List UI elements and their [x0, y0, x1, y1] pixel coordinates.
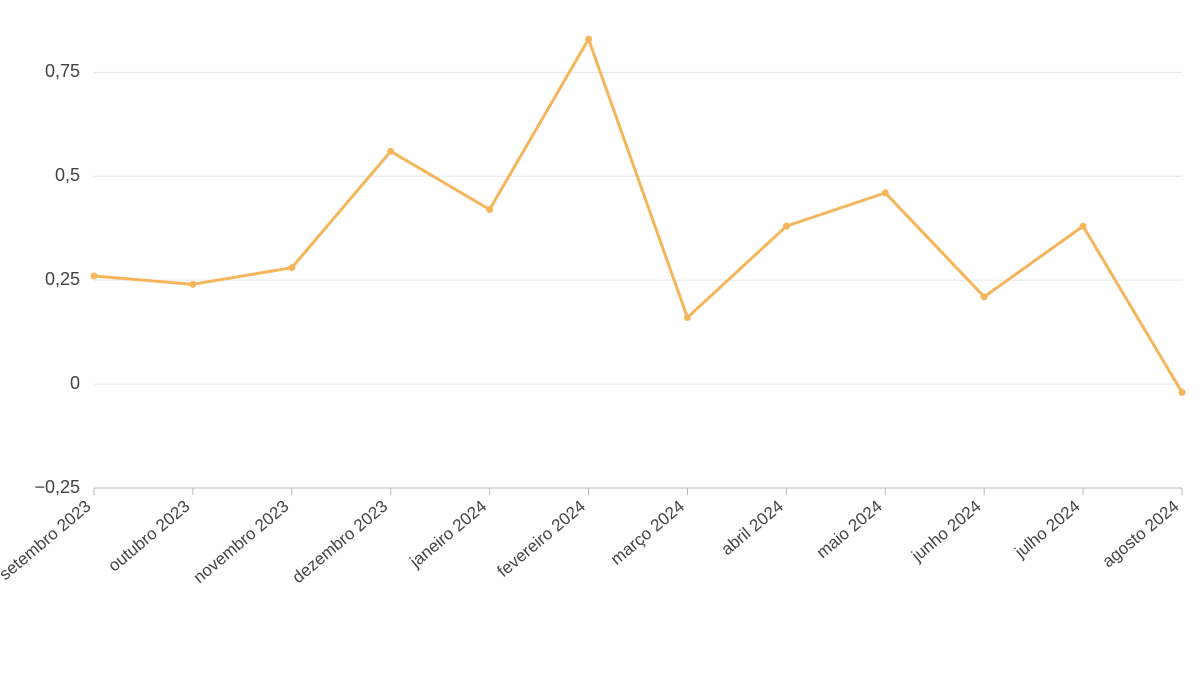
data-point — [882, 189, 889, 196]
data-point — [486, 206, 493, 213]
x-tick-label: fevereiro 2024 — [494, 497, 589, 581]
y-tick-label: 0,75 — [45, 61, 80, 81]
x-tick-label: abril 2024 — [718, 497, 787, 560]
data-point — [387, 148, 394, 155]
x-tick-label: julho 2024 — [1011, 497, 1084, 563]
x-tick-label: dezembro 2023 — [289, 497, 392, 587]
series-line — [94, 39, 1182, 392]
data-point — [684, 314, 691, 321]
data-point — [1080, 223, 1087, 230]
y-tick-label: 0 — [70, 373, 80, 393]
line-chart: −0,25 0 0,25 0,5 0,75 setembro 2023outubro 20… — [0, 0, 1200, 675]
data-point — [783, 223, 790, 230]
data-point — [91, 273, 98, 280]
x-tick-label: maio 2024 — [813, 497, 886, 563]
x-tick-label: agosto 2024 — [1099, 497, 1183, 572]
data-point — [981, 293, 988, 300]
data-point — [288, 264, 295, 271]
x-tick-label: junho 2024 — [907, 497, 984, 566]
y-tick-label: 0,25 — [45, 269, 80, 289]
x-tick-label: março 2024 — [607, 497, 688, 569]
x-tick-label: outubro 2023 — [105, 497, 194, 576]
data-point — [1179, 389, 1186, 396]
x-tick-label: novembro 2023 — [190, 497, 293, 587]
data-point — [189, 281, 196, 288]
x-tick-label: janeiro 2024 — [406, 497, 491, 572]
x-tick-label: setembro 2023 — [0, 497, 95, 584]
data-point — [585, 36, 592, 43]
y-tick-label: −0,25 — [34, 477, 80, 497]
chart-svg: −0,25 0 0,25 0,5 0,75 setembro 2023outubro 20… — [0, 0, 1200, 675]
y-tick-label: 0,5 — [55, 165, 80, 185]
